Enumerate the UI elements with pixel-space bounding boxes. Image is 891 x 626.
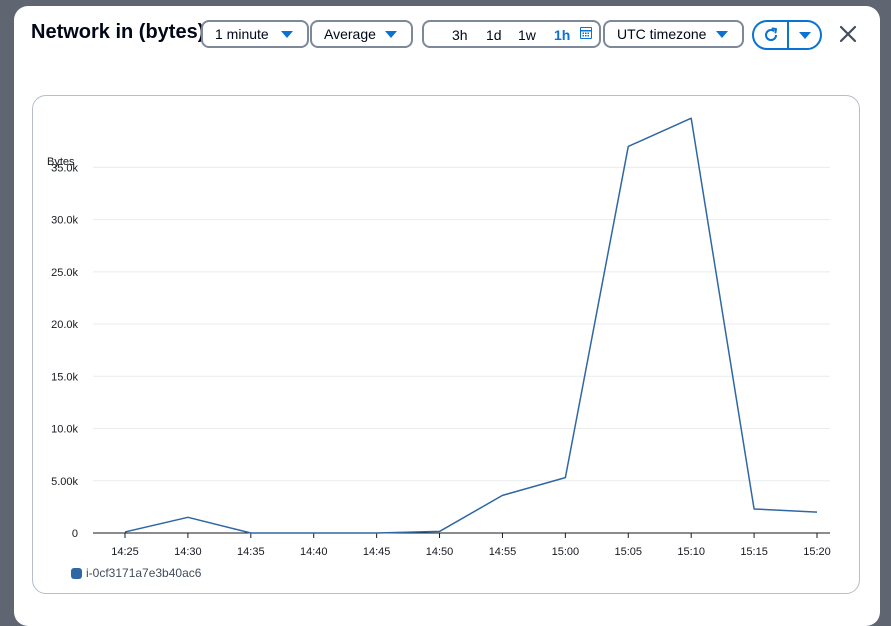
x-tick-label: 15:05 xyxy=(615,546,643,558)
y-tick-label: 15.0k xyxy=(51,371,78,383)
statistic-select[interactable]: Average xyxy=(310,20,413,48)
range-1h[interactable]: 1h xyxy=(554,27,570,43)
legend: i-0cf3171a7e3b40ac6 xyxy=(71,566,201,580)
legend-label[interactable]: i-0cf3171a7e3b40ac6 xyxy=(86,566,201,580)
x-tick-label: 15:20 xyxy=(803,546,831,558)
y-tick-label: 10.0k xyxy=(51,424,78,436)
caret-down-icon xyxy=(716,31,728,38)
refresh-options-button[interactable] xyxy=(789,22,820,48)
period-select[interactable]: 1 minute xyxy=(201,20,309,48)
statistic-select-value: Average xyxy=(312,26,376,42)
y-tick-label: 0 xyxy=(72,528,78,540)
x-tick-label: 15:10 xyxy=(677,546,705,558)
refresh-control xyxy=(752,20,822,50)
caret-down-icon xyxy=(281,31,293,38)
refresh-button[interactable] xyxy=(754,22,787,48)
y-tick-label: 30.0k xyxy=(51,215,78,227)
series-line xyxy=(125,118,817,533)
period-select-value: 1 minute xyxy=(203,26,269,42)
refresh-icon xyxy=(763,27,779,43)
range-1d[interactable]: 1d xyxy=(486,27,502,43)
x-tick-label: 15:15 xyxy=(740,546,768,558)
range-1w[interactable]: 1w xyxy=(518,27,536,43)
y-tick-label: 25.0k xyxy=(51,267,78,279)
line-chart: Bytes05.00k10.0k15.0k20.0k25.0k30.0k35.0… xyxy=(33,96,861,595)
x-tick-label: 14:50 xyxy=(426,546,454,558)
x-tick-label: 14:55 xyxy=(489,546,517,558)
y-tick-label: 20.0k xyxy=(51,319,78,331)
x-tick-label: 15:00 xyxy=(552,546,580,558)
x-tick-label: 14:35 xyxy=(237,546,265,558)
metric-dialog: Network in (bytes) 1 minute Average 3h 1… xyxy=(14,6,880,626)
x-tick-label: 14:30 xyxy=(174,546,202,558)
timezone-select-value: UTC timezone xyxy=(605,26,706,42)
dialog-title: Network in (bytes) xyxy=(31,21,204,44)
caret-down-icon xyxy=(385,31,397,38)
close-button[interactable] xyxy=(836,22,860,46)
y-tick-label: 5.00k xyxy=(51,476,78,488)
timezone-select[interactable]: UTC timezone xyxy=(603,20,744,48)
y-tick-label: 35.0k xyxy=(51,162,78,174)
calendar-icon[interactable] xyxy=(580,27,592,39)
range-3h[interactable]: 3h xyxy=(452,27,468,43)
caret-down-icon xyxy=(799,32,811,39)
close-icon xyxy=(836,22,860,46)
time-range-selector: 3h 1d 1w 1h xyxy=(422,20,601,48)
x-tick-label: 14:45 xyxy=(363,546,391,558)
x-tick-label: 14:25 xyxy=(111,546,139,558)
x-tick-label: 14:40 xyxy=(300,546,328,558)
legend-swatch xyxy=(71,568,82,579)
